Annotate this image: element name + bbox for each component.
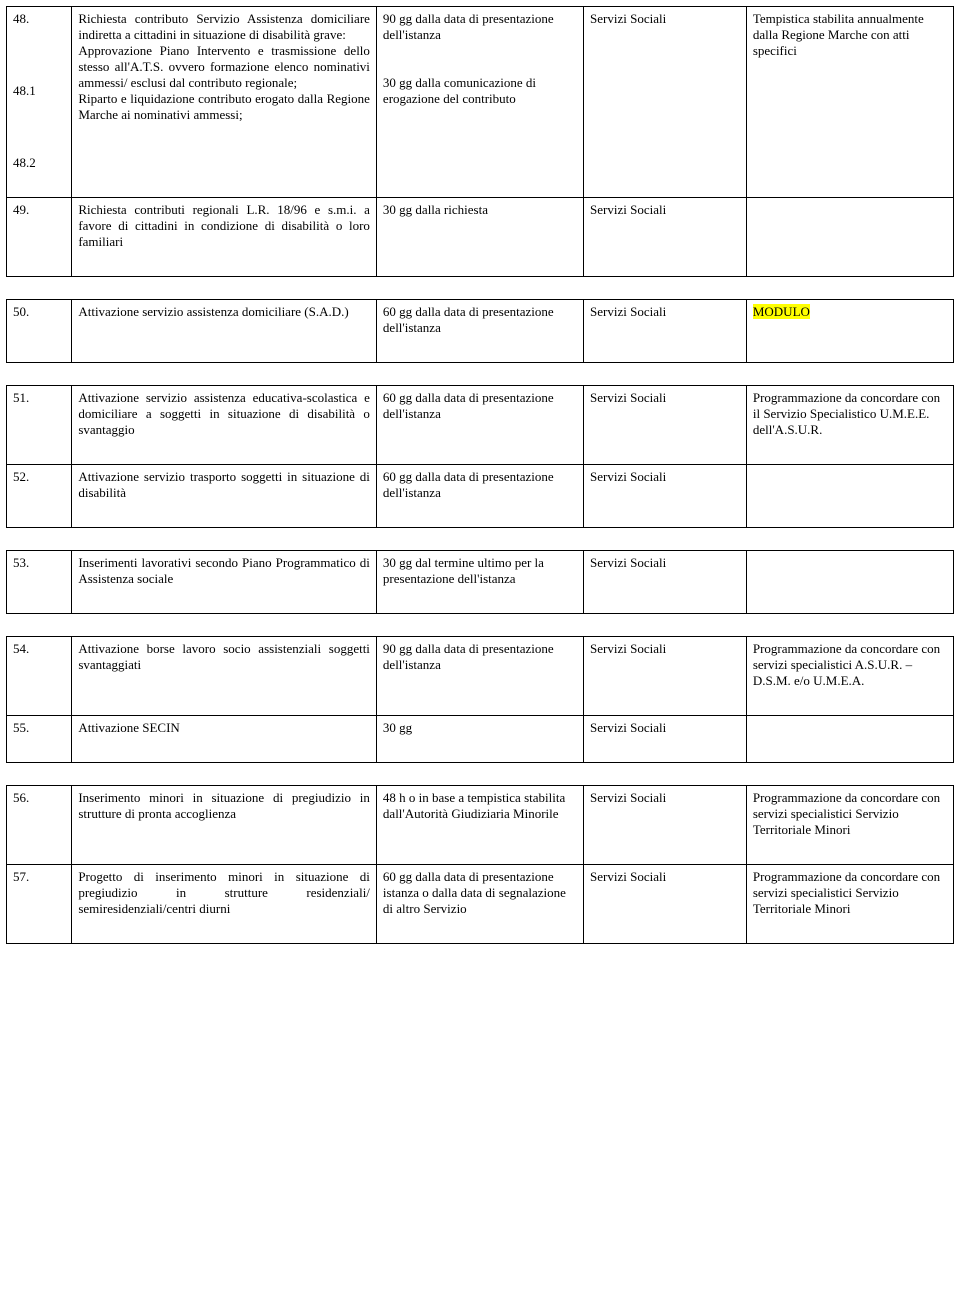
row-timing: 60 gg dalla data di presentazione dell'i… (376, 465, 583, 528)
row-notes (746, 198, 953, 277)
row-notes (746, 465, 953, 528)
row-notes: Programmazione da concordare con servizi… (746, 786, 953, 865)
row-number: 55. (7, 716, 72, 763)
row-description: Attivazione servizio assistenza educativ… (72, 386, 377, 465)
row-department: Servizi Sociali (584, 716, 747, 763)
row-department: Servizi Sociali (584, 465, 747, 528)
row-number: 51. (7, 386, 72, 465)
row-number: 53. (7, 551, 72, 614)
row-number: 57. (7, 865, 72, 944)
row-notes (746, 716, 953, 763)
row-description: Progetto di inserimento minori in situaz… (72, 865, 377, 944)
row-department: Servizi Sociali (584, 386, 747, 465)
row-notes: Tempistica stabilita annualmente dalla R… (746, 7, 953, 198)
row-timing: 30 gg dal termine ultimo per la presenta… (376, 551, 583, 614)
row-timing: 60 gg dalla data di presentazione dell'i… (376, 386, 583, 465)
row-number: 54. (7, 637, 72, 716)
row-notes: Programmazione da concordare con servizi… (746, 865, 953, 944)
table-row: 52.Attivazione servizio trasporto sogget… (7, 465, 954, 528)
row-number: 56. (7, 786, 72, 865)
row-timing: 30 gg dalla richiesta (376, 198, 583, 277)
data-table: 48.48.148.2Richiesta contributo Servizio… (6, 6, 954, 277)
table-row: 53.Inserimenti lavorativi secondo Piano … (7, 551, 954, 614)
row-notes: Programmazione da concordare con il Serv… (746, 386, 953, 465)
row-description: Richiesta contributo Servizio Assistenza… (72, 7, 377, 198)
row-description: Attivazione servizio trasporto soggetti … (72, 465, 377, 528)
row-description: Inserimenti lavorativi secondo Piano Pro… (72, 551, 377, 614)
document-root: 48.48.148.2Richiesta contributo Servizio… (6, 6, 954, 944)
row-timing: 60 gg dalla data di presentazione dell'i… (376, 300, 583, 363)
table-row: 51.Attivazione servizio assistenza educa… (7, 386, 954, 465)
row-timing: 90 gg dalla data di presentazione dell'i… (376, 7, 583, 198)
row-number: 48.48.148.2 (7, 7, 72, 198)
row-notes: MODULO (746, 300, 953, 363)
row-number: 52. (7, 465, 72, 528)
table-row: 49.Richiesta contributi regionali L.R. 1… (7, 198, 954, 277)
row-department: Servizi Sociali (584, 198, 747, 277)
row-description: Richiesta contributi regionali L.R. 18/9… (72, 198, 377, 277)
table-row: 57.Progetto di inserimento minori in sit… (7, 865, 954, 944)
table-row: 54.Attivazione borse lavoro socio assist… (7, 637, 954, 716)
row-department: Servizi Sociali (584, 865, 747, 944)
row-timing: 60 gg dalla data di presentazione istanz… (376, 865, 583, 944)
row-number: 50. (7, 300, 72, 363)
row-number: 49. (7, 198, 72, 277)
row-timing: 90 gg dalla data di presentazione dell'i… (376, 637, 583, 716)
data-table: 54.Attivazione borse lavoro socio assist… (6, 636, 954, 763)
row-notes (746, 551, 953, 614)
data-table: 50.Attivazione servizio assistenza domic… (6, 299, 954, 363)
row-department: Servizi Sociali (584, 300, 747, 363)
row-description: Inserimento minori in situazione di preg… (72, 786, 377, 865)
row-department: Servizi Sociali (584, 637, 747, 716)
data-table: 51.Attivazione servizio assistenza educa… (6, 385, 954, 528)
row-department: Servizi Sociali (584, 786, 747, 865)
row-description: Attivazione SECIN (72, 716, 377, 763)
row-description: Attivazione servizio assistenza domicili… (72, 300, 377, 363)
row-description: Attivazione borse lavoro socio assistenz… (72, 637, 377, 716)
row-department: Servizi Sociali (584, 7, 747, 198)
data-table: 56.Inserimento minori in situazione di p… (6, 785, 954, 944)
table-row: 50.Attivazione servizio assistenza domic… (7, 300, 954, 363)
table-row: 48.48.148.2Richiesta contributo Servizio… (7, 7, 954, 198)
row-timing: 48 h o in base a tempistica stabilita da… (376, 786, 583, 865)
row-notes: Programmazione da concordare con servizi… (746, 637, 953, 716)
data-table: 53.Inserimenti lavorativi secondo Piano … (6, 550, 954, 614)
row-department: Servizi Sociali (584, 551, 747, 614)
highlighted-text: MODULO (753, 304, 810, 319)
row-timing: 30 gg (376, 716, 583, 763)
table-row: 56.Inserimento minori in situazione di p… (7, 786, 954, 865)
table-row: 55.Attivazione SECIN30 ggServizi Sociali (7, 716, 954, 763)
